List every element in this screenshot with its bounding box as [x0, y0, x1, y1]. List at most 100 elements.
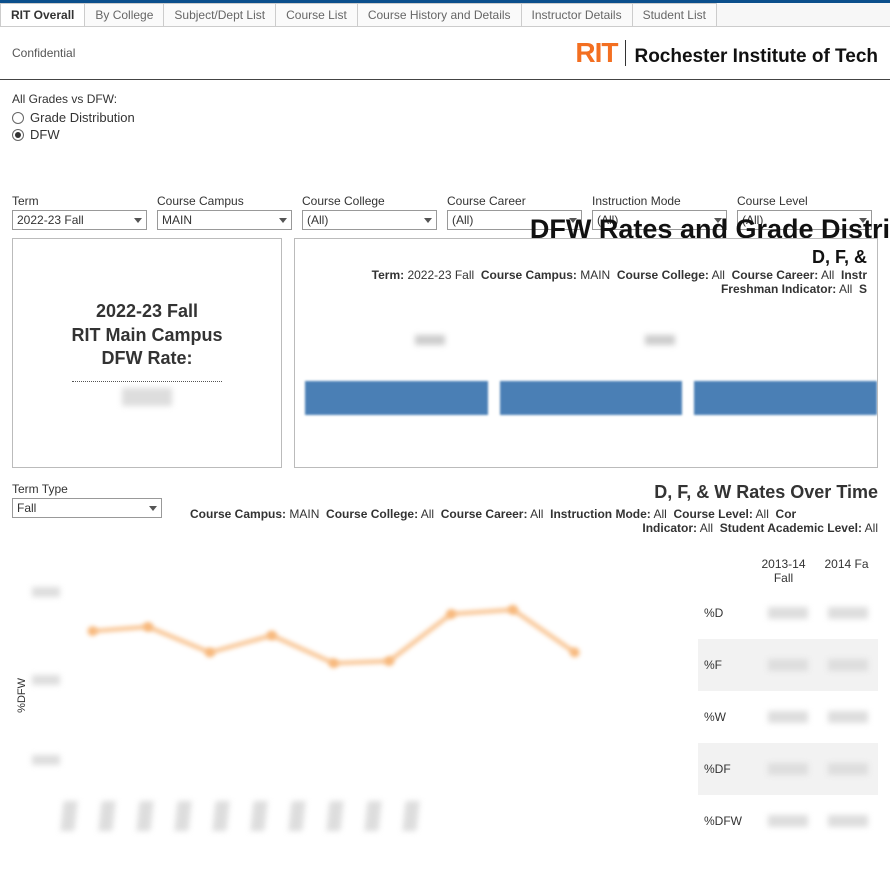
line-chart-svg: [32, 555, 698, 840]
cell-redacted: [768, 607, 808, 619]
chart-bar: [500, 381, 683, 415]
rate-table-col: 2014 Fa: [815, 555, 878, 587]
filter-select[interactable]: 2022-23 Fall: [12, 210, 147, 230]
tab-student-list[interactable]: Student List: [632, 3, 717, 26]
over-time-criteria2: Indicator: All Student Academic Level: A…: [190, 521, 878, 535]
top-chart-criteria1: Term: 2022-23 Fall Course Campus: MAIN C…: [305, 268, 867, 282]
xtick-redacted: [402, 801, 419, 831]
row-label: %D: [698, 606, 758, 620]
summary-line3: DFW Rate:: [102, 347, 193, 370]
logo: RIT Rochester Institute of Tech: [575, 37, 878, 69]
row-label: %F: [698, 658, 758, 672]
rate-table: 2013-14 Fall 2014 Fa %D %F %W %DF %DFW: [698, 555, 878, 835]
chevron-down-icon: [134, 218, 142, 223]
radio-option[interactable]: DFW: [12, 127, 878, 142]
table-row: %F: [698, 639, 878, 691]
xtick-redacted: [174, 801, 191, 831]
header: Confidential RIT Rochester Institute of …: [0, 27, 890, 75]
header-rule: [0, 79, 890, 80]
xtick-redacted: [136, 801, 153, 831]
over-time-header: D, F, & W Rates Over Time Course Campus:…: [190, 482, 878, 535]
rate-table-col: 2013-14 Fall: [752, 555, 815, 587]
term-type-value: Fall: [17, 501, 36, 515]
filter-value: MAIN: [162, 213, 192, 227]
tab-instructor-details[interactable]: Instructor Details: [521, 3, 633, 26]
filter-value: (All): [452, 213, 473, 227]
radio-icon: [12, 129, 24, 141]
filter-value: (All): [307, 213, 328, 227]
radio-label: Grade Distribution: [30, 110, 135, 125]
xtick-redacted: [212, 801, 229, 831]
cell-redacted: [768, 763, 808, 775]
confidential-label: Confidential: [12, 46, 75, 60]
radio-option[interactable]: Grade Distribution: [12, 110, 878, 125]
filter-label: Course Campus: [157, 194, 292, 208]
row-label: %DF: [698, 762, 758, 776]
radio-label: DFW: [30, 127, 60, 142]
yaxis-label: %DFW: [12, 678, 32, 713]
table-row: %DFW: [698, 795, 878, 847]
filter-value: 2022-23 Fall: [17, 213, 84, 227]
logo-short: RIT: [575, 37, 617, 69]
xtick-redacted: [250, 801, 267, 831]
term-type-filter: Term Type Fall: [12, 482, 172, 535]
table-row: %D: [698, 587, 878, 639]
table-row: %W: [698, 691, 878, 743]
cell-redacted: [828, 659, 868, 671]
over-time-title: D, F, & W Rates Over Time: [190, 482, 878, 503]
grade-filter: All Grades vs DFW: Grade Distribution DFW: [0, 92, 890, 142]
term-type-label: Term Type: [12, 482, 68, 496]
radio-icon: [12, 112, 24, 124]
chevron-down-icon: [149, 506, 157, 511]
summary-panel: 2022-23 Fall RIT Main Campus DFW Rate:: [12, 238, 282, 468]
top-chart-title: D, F, &: [305, 247, 867, 268]
tab-rit-overall[interactable]: RIT Overall: [0, 3, 85, 26]
over-time-criteria1: Course Campus: MAIN Course College: All …: [190, 507, 878, 521]
cell-redacted: [768, 659, 808, 671]
summary-value-redacted: [122, 388, 172, 406]
tab-by-college[interactable]: By College: [84, 3, 164, 26]
lower-section: Term Type Fall D, F, & W Rates Over Time…: [0, 468, 890, 535]
summary-rule: [72, 381, 222, 382]
filter-label: Term: [12, 194, 147, 208]
filter-label: Course Level: [737, 194, 872, 208]
tab-course-history-and-details[interactable]: Course History and Details: [357, 3, 522, 26]
cell-redacted: [828, 815, 868, 827]
logo-full: Rochester Institute of Tech: [634, 46, 878, 68]
filter-course-campus: Course Campus MAIN: [157, 194, 292, 230]
ytick-redacted: [32, 587, 60, 597]
bar-label-redacted: [415, 335, 445, 345]
ytick-redacted: [32, 675, 60, 685]
xtick-redacted: [288, 801, 305, 831]
bar-label-redacted: [645, 335, 675, 345]
cell-redacted: [828, 607, 868, 619]
cell-redacted: [828, 763, 868, 775]
chevron-down-icon: [279, 218, 287, 223]
over-time-chart: %DFW 2013-14 Fall 2014 Fa %D %F %W %DF %DFW: [12, 555, 878, 835]
xaxis-redacted: [62, 801, 698, 835]
top-chart-bars: [305, 349, 877, 447]
tab-course-list[interactable]: Course List: [275, 3, 358, 26]
filter-select[interactable]: MAIN: [157, 210, 292, 230]
tab-bar: RIT OverallBy CollegeSubject/Dept ListCo…: [0, 3, 890, 27]
xtick-redacted: [60, 801, 77, 831]
xtick-redacted: [98, 801, 115, 831]
filter-label: Course College: [302, 194, 437, 208]
summary-line2: RIT Main Campus: [71, 324, 222, 347]
grade-filter-title: All Grades vs DFW:: [12, 92, 878, 106]
row-label: %DFW: [698, 814, 758, 828]
chart-bar: [694, 381, 877, 415]
summary-line1: 2022-23 Fall: [96, 300, 198, 323]
xtick-redacted: [364, 801, 381, 831]
cell-redacted: [828, 711, 868, 723]
tab-subject-dept-list[interactable]: Subject/Dept List: [163, 3, 276, 26]
table-row: %DF: [698, 743, 878, 795]
chart-bar: [305, 381, 488, 415]
cell-redacted: [768, 815, 808, 827]
top-chart-criteria2: Freshman Indicator: All S: [305, 282, 867, 296]
filter-term: Term 2022-23 Fall: [12, 194, 147, 230]
filter-label: Course Career: [447, 194, 582, 208]
term-type-select[interactable]: Fall: [12, 498, 162, 518]
filter-select[interactable]: (All): [302, 210, 437, 230]
xtick-redacted: [326, 801, 343, 831]
